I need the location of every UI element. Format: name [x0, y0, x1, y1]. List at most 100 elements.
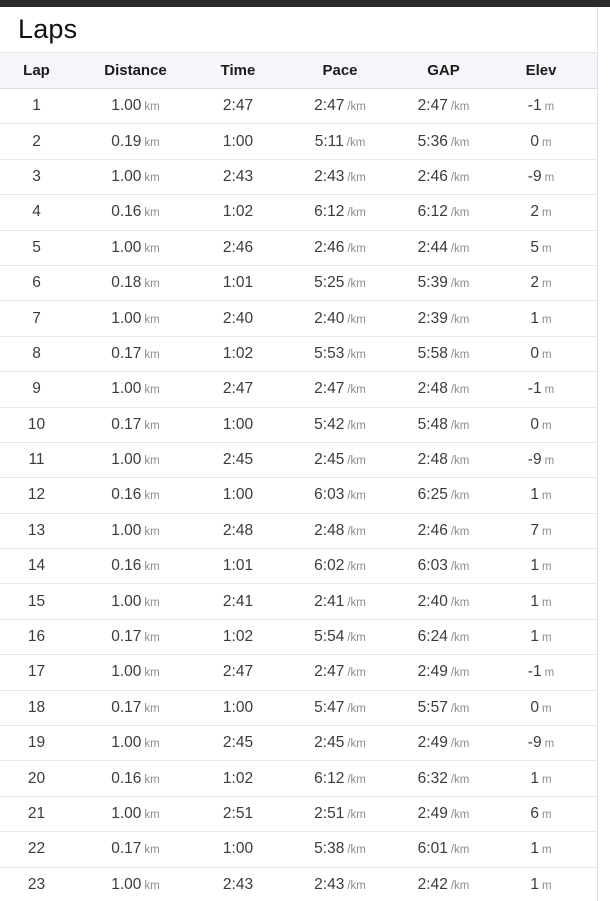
cell-unit: /km	[347, 455, 366, 468]
cell-value: 0.16	[111, 769, 142, 787]
cell-value: 1.00	[111, 97, 142, 115]
cell-time: 2:43	[198, 867, 278, 901]
table-row[interactable]: 3 1.00 km 2:43 2:43/km 2:46/km -9 m	[0, 159, 597, 196]
table-row[interactable]: 14 0.16 km 1:01 6:02/km 6:03/km 1 m	[0, 548, 597, 585]
table-row[interactable]: 2 0.19 km 1:00 5:11/km 5:36/km 0 m	[0, 123, 597, 160]
table-row[interactable]: 6 0.18 km 1:01 5:25/km 5:39/km 2 m	[0, 265, 597, 302]
cell-value: 9	[32, 380, 41, 398]
cell-value: 5:47	[314, 698, 345, 716]
cell-value: 5	[530, 238, 540, 256]
cell-unit: km	[144, 702, 160, 715]
cell-value: -1	[527, 663, 542, 681]
cell-pace: 2:40/km	[278, 300, 402, 337]
cell-unit: km	[144, 773, 160, 786]
cell-gap: 5:39/km	[402, 265, 485, 302]
cell-distance: 0.17 km	[73, 336, 198, 373]
column-header-pace: Pace	[278, 52, 402, 89]
table-row[interactable]: 1 1.00 km 2:47 2:47/km 2:47/km -1 m	[0, 88, 597, 125]
cell-pace: 2:43/km	[278, 159, 402, 196]
cell-unit: m	[542, 879, 552, 892]
table-row[interactable]: 7 1.00 km 2:40 2:40/km 2:39/km 1 m	[0, 300, 597, 337]
cell-distance: 1.00 km	[73, 300, 198, 337]
table-row[interactable]: 19 1.00 km 2:45 2:45/km 2:49/km -9 m	[0, 725, 597, 762]
cell-value: 6:03	[417, 557, 448, 575]
cell-value: 0.16	[111, 203, 142, 221]
cell-value: 5:42	[314, 415, 345, 433]
table-row[interactable]: 23 1.00 km 2:43 2:43/km 2:42/km 1 m	[0, 867, 597, 901]
laps-table: Lap Distance Time Pace GAP Elev 1 1.00 km 2…	[0, 52, 597, 901]
cell-value: 5:53	[314, 344, 345, 362]
cell-unit: km	[144, 136, 160, 149]
cell-unit: /km	[450, 632, 470, 645]
cell-unit: km	[144, 879, 160, 892]
cell-pace: 2:48/km	[278, 513, 402, 550]
cell-value: 23	[27, 875, 46, 893]
cell-gap: 2:49/km	[402, 725, 485, 762]
cell-value: 1:02	[222, 769, 254, 787]
table-row[interactable]: 8 0.17 km 1:02 5:53/km 5:58/km 0 m	[0, 336, 597, 373]
table-row[interactable]: 16 0.17 km 1:02 5:54/km 6:24/km 1 m	[0, 619, 597, 656]
cell-value: 2:51	[222, 805, 254, 822]
table-row[interactable]: 18 0.17 km 1:00 5:47/km 5:57/km 0 m	[0, 690, 597, 727]
cell-unit: /km	[450, 773, 470, 786]
cell-value: 11	[28, 451, 45, 469]
table-row[interactable]: 22 0.17 km 1:00 5:38/km 6:01/km 1 m	[0, 831, 597, 868]
cell-unit: m	[542, 490, 552, 503]
cell-lap: 1	[0, 88, 73, 125]
cell-distance: 0.16 km	[73, 760, 198, 797]
cell-value: 10	[27, 415, 46, 433]
table-row[interactable]: 17 1.00 km 2:47 2:47/km 2:49/km -1 m	[0, 654, 597, 691]
cell-pace: 2:47/km	[278, 371, 402, 408]
cell-unit: /km	[347, 702, 366, 715]
cell-value: 22	[27, 840, 46, 858]
cell-value: 6:12	[417, 203, 448, 221]
cell-value: -1	[527, 380, 542, 398]
cell-value: 1	[530, 840, 540, 858]
cell-pace: 2:47/km	[278, 88, 402, 125]
table-row[interactable]: 20 0.16 km 1:02 6:12/km 6:32/km 1 m	[0, 760, 597, 797]
cell-unit: /km	[347, 242, 366, 255]
table-row[interactable]: 21 1.00 km 2:51 2:51/km 2:49/km 6 m	[0, 796, 597, 833]
cell-value: 5:57	[417, 698, 448, 716]
cell-value: 6:12	[314, 769, 345, 787]
cell-value: 21	[27, 805, 46, 822]
cell-pace: 5:54/km	[278, 619, 402, 656]
cell-distance: 0.18 km	[73, 265, 198, 302]
cell-unit: km	[144, 171, 160, 184]
table-row[interactable]: 15 1.00 km 2:41 2:41/km 2:40/km 1 m	[0, 583, 597, 620]
table-row[interactable]: 5 1.00 km 2:46 2:46/km 2:44/km 5 m	[0, 230, 597, 266]
table-row[interactable]: 11 1.00 km 2:45 2:45/km 2:48/km -9 m	[0, 442, 597, 479]
cell-value: 1.00	[111, 238, 142, 256]
cell-value: 17	[27, 663, 46, 681]
cell-unit: km	[144, 667, 160, 680]
table-row[interactable]: 9 1.00 km 2:47 2:47/km 2:48/km -1 m	[0, 371, 597, 408]
table-row[interactable]: 10 0.17 km 1:00 5:42/km 5:48/km 0 m	[0, 407, 597, 443]
cell-lap: 10	[0, 407, 73, 443]
cell-distance: 0.16 km	[73, 548, 198, 585]
table-row[interactable]: 12 0.16 km 1:00 6:03/km 6:25/km 1 m	[0, 477, 597, 514]
cell-time: 2:45	[198, 725, 278, 762]
cell-unit: /km	[450, 561, 470, 574]
cell-value: 5:54	[314, 628, 345, 646]
cell-unit: m	[544, 101, 555, 114]
column-header-gap: GAP	[402, 52, 485, 89]
table-row[interactable]: 4 0.16 km 1:02 6:12/km 6:12/km 2 m	[0, 194, 597, 231]
cell-value: 14	[27, 557, 46, 575]
cell-value: 1:00	[222, 486, 254, 504]
table-row[interactable]: 13 1.00 km 2:48 2:48/km 2:46/km 7 m	[0, 513, 597, 550]
cell-lap: 16	[0, 619, 73, 656]
cell-unit: km	[144, 738, 160, 751]
cell-value: 1.00	[111, 309, 142, 327]
cell-distance: 0.17 km	[73, 831, 198, 868]
cell-elev: -9 m	[485, 159, 597, 196]
cell-lap: 20	[0, 760, 73, 797]
cell-value: -9	[527, 167, 542, 185]
cell-value: 0	[530, 698, 540, 716]
cell-value: 1:02	[222, 203, 254, 221]
